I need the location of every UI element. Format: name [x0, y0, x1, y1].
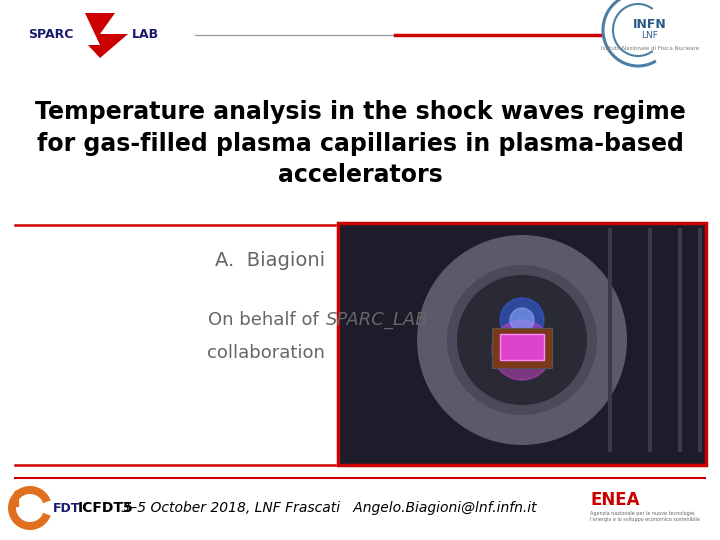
Circle shape — [510, 308, 534, 332]
Text: l'energia e lo sviluppo economico sostenibile: l'energia e lo sviluppo economico sosten… — [590, 517, 700, 523]
Polygon shape — [417, 235, 627, 445]
Text: collaboration: collaboration — [207, 344, 325, 362]
Text: SPARC_LAB: SPARC_LAB — [326, 311, 428, 329]
Text: On behalf of: On behalf of — [209, 311, 325, 329]
Text: INFN: INFN — [633, 17, 667, 30]
Circle shape — [500, 298, 544, 342]
Text: SPARC: SPARC — [28, 29, 73, 42]
FancyBboxPatch shape — [338, 223, 706, 465]
Text: ENEA: ENEA — [590, 491, 639, 509]
Text: LNF: LNF — [642, 30, 658, 39]
Polygon shape — [447, 265, 597, 415]
Wedge shape — [8, 486, 50, 530]
Circle shape — [492, 320, 552, 380]
Text: 3–5 October 2018, LNF Frascati   Angelo.Biagioni@lnf.infn.it: 3–5 October 2018, LNF Frascati Angelo.Bi… — [117, 501, 536, 515]
Text: ICFDT5: ICFDT5 — [78, 501, 134, 515]
Text: Temperature analysis in the shock waves regime
for gas-filled plasma capillaries: Temperature analysis in the shock waves … — [35, 100, 685, 187]
FancyBboxPatch shape — [492, 328, 552, 368]
Circle shape — [504, 332, 540, 368]
Polygon shape — [457, 275, 587, 405]
Text: FDT: FDT — [53, 502, 81, 515]
Text: Agenzia nazionale per le nuove tecnologie,: Agenzia nazionale per le nuove tecnologi… — [590, 511, 696, 516]
Text: Istituto Nazionale di Fisica Nucleare: Istituto Nazionale di Fisica Nucleare — [601, 45, 699, 51]
Text: A.  Biagioni: A. Biagioni — [215, 251, 325, 269]
Text: LAB: LAB — [132, 29, 159, 42]
Polygon shape — [85, 13, 128, 58]
FancyBboxPatch shape — [500, 334, 544, 360]
